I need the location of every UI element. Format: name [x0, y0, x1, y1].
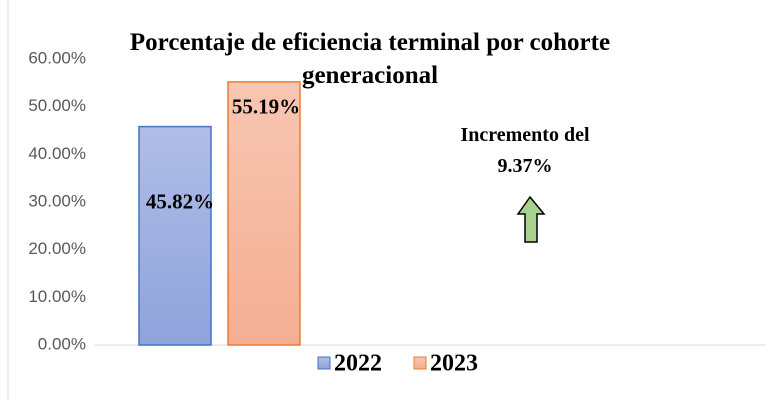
legend-label: 2023 [430, 351, 478, 377]
bar [227, 81, 301, 346]
data-label: 45.82% [146, 189, 214, 213]
arrow [516, 195, 546, 243]
legend-swatch [317, 356, 331, 370]
annotation: Incremento del 9.37% [460, 124, 590, 177]
y-tick-label: 30.00% [28, 191, 86, 210]
data-label: 55.19% [232, 95, 300, 119]
y-tick-label: 40.00% [28, 144, 86, 163]
bar [138, 125, 212, 346]
y-tick-label: 0.00% [38, 334, 86, 353]
legend-swatch [413, 356, 427, 370]
y-tick-label: 20.00% [28, 239, 86, 258]
legend-label: 2022 [334, 351, 382, 377]
y-tick-label: 60.00% [28, 48, 86, 67]
chart-border [7, 0, 9, 401]
y-tick-label: 50.00% [28, 96, 86, 115]
chart-title: Porcentaje de eficiencia terminal por co… [129, 29, 611, 89]
y-tick-label: 10.00% [28, 287, 86, 306]
